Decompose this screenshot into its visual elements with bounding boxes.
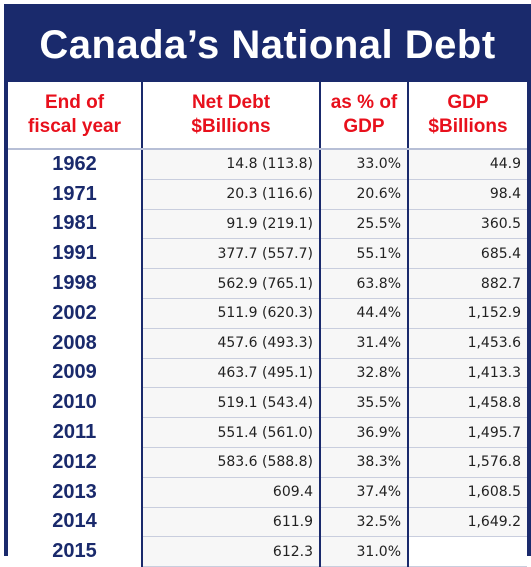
year-cell: 2013 <box>8 477 142 508</box>
header-year: End of fiscal year <box>8 82 142 150</box>
gdp-cell: 1,413.3 <box>407 358 527 389</box>
year-cell: 2011 <box>8 417 142 448</box>
page-title: Canada’s National Debt <box>8 8 527 82</box>
table-header-row: End of fiscal year Net Debt $Billions as… <box>8 82 527 150</box>
year-cell: 2012 <box>8 447 142 478</box>
year-cell: 1962 <box>8 149 142 180</box>
table-row: 2012 583.6 (588.8) 38.3% 1,576.8 <box>8 447 527 478</box>
table-row: 1971 20.3 (116.6) 20.6% 98.4 <box>8 179 527 210</box>
percent-gdp-cell: 33.0% <box>319 149 408 180</box>
header-gdp-line2: $Billions <box>428 116 508 137</box>
header-debt-line1: Net Debt <box>191 92 271 113</box>
percent-gdp-cell: 35.5% <box>319 387 408 419</box>
table-row: 2008 457.6 (493.3) 31.4% 1,453.6 <box>8 328 527 359</box>
net-debt-cell: 611.9 <box>141 507 320 538</box>
gdp-cell: 44.9 <box>407 149 527 180</box>
table-row: 2011 551.4 (561.0) 36.9% 1,495.7 <box>8 417 527 448</box>
table-row: 2013 609.4 37.4% 1,608.5 <box>8 477 527 508</box>
net-debt-cell: 562.9 (765.1) <box>141 268 320 299</box>
net-debt-cell: 519.1 (543.4) <box>141 387 320 419</box>
header-gdp-line1: GDP <box>447 92 489 113</box>
table-body: 1962 14.8 (113.8) 33.0% 44.9 1971 20.3 (116.6… <box>8 149 527 567</box>
year-cell: 2008 <box>8 328 142 359</box>
percent-gdp-cell: 37.4% <box>319 477 408 508</box>
net-debt-cell: 91.9 (219.1) <box>141 209 320 240</box>
net-debt-cell: 511.9 (620.3) <box>141 298 320 329</box>
net-debt-cell: 463.7 (495.1) <box>141 358 320 389</box>
net-debt-cell: 457.6 (493.3) <box>141 328 320 359</box>
table-row: 2014 611.9 32.5% 1,649.2 <box>8 507 527 538</box>
year-cell: 2010 <box>8 387 142 418</box>
debt-table: End of fiscal year Net Debt $Billions as… <box>8 82 527 567</box>
header-percent-gdp: as % of GDP <box>319 82 408 150</box>
net-debt-cell: 609.4 <box>141 477 320 508</box>
gdp-cell: 1,495.7 <box>407 417 527 448</box>
net-debt-cell: 583.6 (588.8) <box>141 447 320 478</box>
percent-gdp-cell: 55.1% <box>319 238 408 270</box>
table-row: 2010 519.1 (543.4) 35.5% 1,458.8 <box>8 387 527 419</box>
year-cell: 2014 <box>8 507 142 537</box>
header-net-debt: Net Debt $Billions <box>141 82 320 150</box>
header-year-line2: fiscal year <box>28 116 121 137</box>
percent-gdp-cell: 63.8% <box>319 268 408 299</box>
gdp-cell: 1,649.2 <box>407 507 527 538</box>
table-row: 1981 91.9 (219.1) 25.5% 360.5 <box>8 209 527 240</box>
percent-gdp-cell: 44.4% <box>319 298 408 329</box>
header-debt-line2: $Billions <box>191 116 271 137</box>
year-cell: 2002 <box>8 298 142 329</box>
table-row: 1998 562.9 (765.1) 63.8% 882.7 <box>8 268 527 299</box>
percent-gdp-cell: 38.3% <box>319 447 408 478</box>
gdp-cell: 882.7 <box>407 268 527 299</box>
gdp-cell: 685.4 <box>407 238 527 270</box>
year-cell: 1981 <box>8 209 142 239</box>
percent-gdp-cell: 31.4% <box>319 328 408 359</box>
year-cell: 1991 <box>8 238 142 269</box>
net-debt-cell: 20.3 (116.6) <box>141 179 320 210</box>
net-debt-cell: 551.4 (561.0) <box>141 417 320 448</box>
percent-gdp-cell: 20.6% <box>319 179 408 210</box>
percent-gdp-cell: 32.8% <box>319 358 408 389</box>
percent-gdp-cell: 32.5% <box>319 507 408 538</box>
header-year-line1: End of <box>44 92 105 113</box>
table-row: 2002 511.9 (620.3) 44.4% 1,152.9 <box>8 298 527 329</box>
gdp-cell: 1,152.9 <box>407 298 527 329</box>
gdp-cell: 360.5 <box>407 209 527 240</box>
net-debt-cell: 377.7 (557.7) <box>141 238 320 270</box>
year-cell: 1971 <box>8 179 142 210</box>
gdp-cell: 98.4 <box>407 179 527 210</box>
year-cell: 2009 <box>8 358 142 388</box>
header-pct-line2: GDP <box>343 116 385 137</box>
year-cell: 1998 <box>8 268 142 299</box>
debt-table-frame: Canada’s National Debt End of fiscal yea… <box>4 4 531 567</box>
gdp-cell: 1,576.8 <box>407 447 527 478</box>
table-row: 1991 377.7 (557.7) 55.1% 685.4 <box>8 238 527 270</box>
header-gdp: GDP $Billions <box>407 82 527 150</box>
gdp-cell: 1,453.6 <box>407 328 527 359</box>
header-pct-line1: as % of <box>330 92 398 113</box>
table-row: 2009 463.7 (495.1) 32.8% 1,413.3 <box>8 358 527 389</box>
gdp-cell: 1,458.8 <box>407 387 527 419</box>
gdp-cell: 1,608.5 <box>407 477 527 508</box>
net-debt-cell: 14.8 (113.8) <box>141 149 320 180</box>
percent-gdp-cell: 36.9% <box>319 417 408 448</box>
table-row: 1962 14.8 (113.8) 33.0% 44.9 <box>8 149 527 180</box>
percent-gdp-cell: 25.5% <box>319 209 408 240</box>
